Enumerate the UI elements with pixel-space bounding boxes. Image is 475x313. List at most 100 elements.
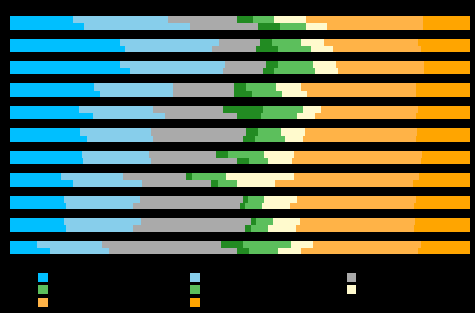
Bar (418, 248, 470, 254)
Bar (120, 38, 219, 48)
Bar (50, 248, 109, 254)
Bar (66, 225, 133, 232)
Bar (246, 203, 262, 209)
Bar (256, 218, 273, 228)
Bar (333, 46, 421, 52)
Bar (292, 158, 421, 164)
Bar (151, 158, 237, 164)
Bar (273, 218, 300, 228)
Bar (327, 23, 423, 30)
Bar (251, 218, 256, 228)
Bar (276, 84, 301, 93)
Bar (278, 248, 301, 254)
Bar (10, 248, 50, 254)
Bar (83, 158, 151, 164)
Bar (306, 91, 416, 97)
Bar (223, 68, 263, 74)
Bar (234, 84, 246, 93)
Bar (216, 151, 228, 160)
Bar (294, 151, 422, 160)
Bar (133, 203, 240, 209)
Bar (234, 91, 252, 97)
Bar (226, 173, 294, 182)
Bar (10, 158, 83, 164)
Bar (64, 196, 140, 205)
Bar (219, 38, 260, 48)
Bar (237, 248, 248, 254)
Bar (168, 16, 237, 26)
Bar (260, 38, 272, 48)
Bar (165, 113, 237, 119)
Bar (124, 173, 186, 182)
Bar (416, 84, 470, 93)
Bar (249, 158, 267, 164)
Bar (324, 38, 418, 48)
Bar (141, 218, 251, 228)
Bar (417, 113, 470, 119)
Bar (109, 248, 237, 254)
Bar (248, 248, 278, 254)
Bar (10, 151, 82, 160)
Bar (261, 113, 297, 119)
Bar (10, 61, 120, 70)
Bar (321, 106, 418, 115)
Bar (131, 68, 223, 74)
Bar (414, 225, 470, 232)
Bar (297, 113, 314, 119)
Bar (336, 61, 424, 70)
Bar (416, 196, 470, 205)
Bar (124, 46, 212, 52)
Bar (10, 225, 66, 232)
Bar (10, 16, 73, 26)
Bar (10, 128, 80, 138)
Bar (416, 218, 470, 228)
Bar (303, 106, 321, 115)
Bar (120, 61, 225, 70)
Bar (142, 180, 211, 187)
Bar (66, 203, 133, 209)
Bar (263, 106, 303, 115)
Bar (416, 91, 470, 97)
Bar (191, 173, 226, 182)
Bar (281, 128, 305, 138)
Bar (421, 158, 470, 164)
Bar (173, 91, 234, 97)
Bar (223, 106, 263, 115)
Bar (252, 91, 282, 97)
Bar (282, 91, 306, 97)
Bar (285, 136, 303, 142)
Bar (87, 136, 153, 142)
Bar (153, 106, 223, 115)
Bar (414, 203, 470, 209)
Bar (82, 151, 149, 160)
Bar (255, 136, 285, 142)
Bar (263, 68, 275, 74)
Bar (10, 38, 120, 48)
Bar (10, 23, 84, 30)
Bar (237, 113, 261, 119)
Bar (262, 203, 290, 209)
Bar (80, 128, 151, 138)
Bar (246, 84, 276, 93)
Bar (93, 113, 165, 119)
Bar (297, 196, 416, 205)
Bar (221, 240, 243, 250)
Bar (305, 128, 417, 138)
Bar (73, 16, 168, 26)
Bar (186, 173, 191, 182)
Bar (267, 158, 292, 164)
Bar (421, 46, 470, 52)
Bar (149, 151, 216, 160)
Bar (10, 91, 100, 97)
Bar (102, 240, 221, 250)
Bar (84, 23, 190, 30)
Bar (10, 203, 66, 209)
Bar (240, 203, 246, 209)
Bar (275, 180, 413, 187)
Bar (243, 240, 291, 250)
Bar (424, 68, 470, 74)
Bar (278, 46, 311, 52)
Bar (228, 151, 264, 160)
Bar (301, 248, 418, 254)
Bar (153, 136, 243, 142)
